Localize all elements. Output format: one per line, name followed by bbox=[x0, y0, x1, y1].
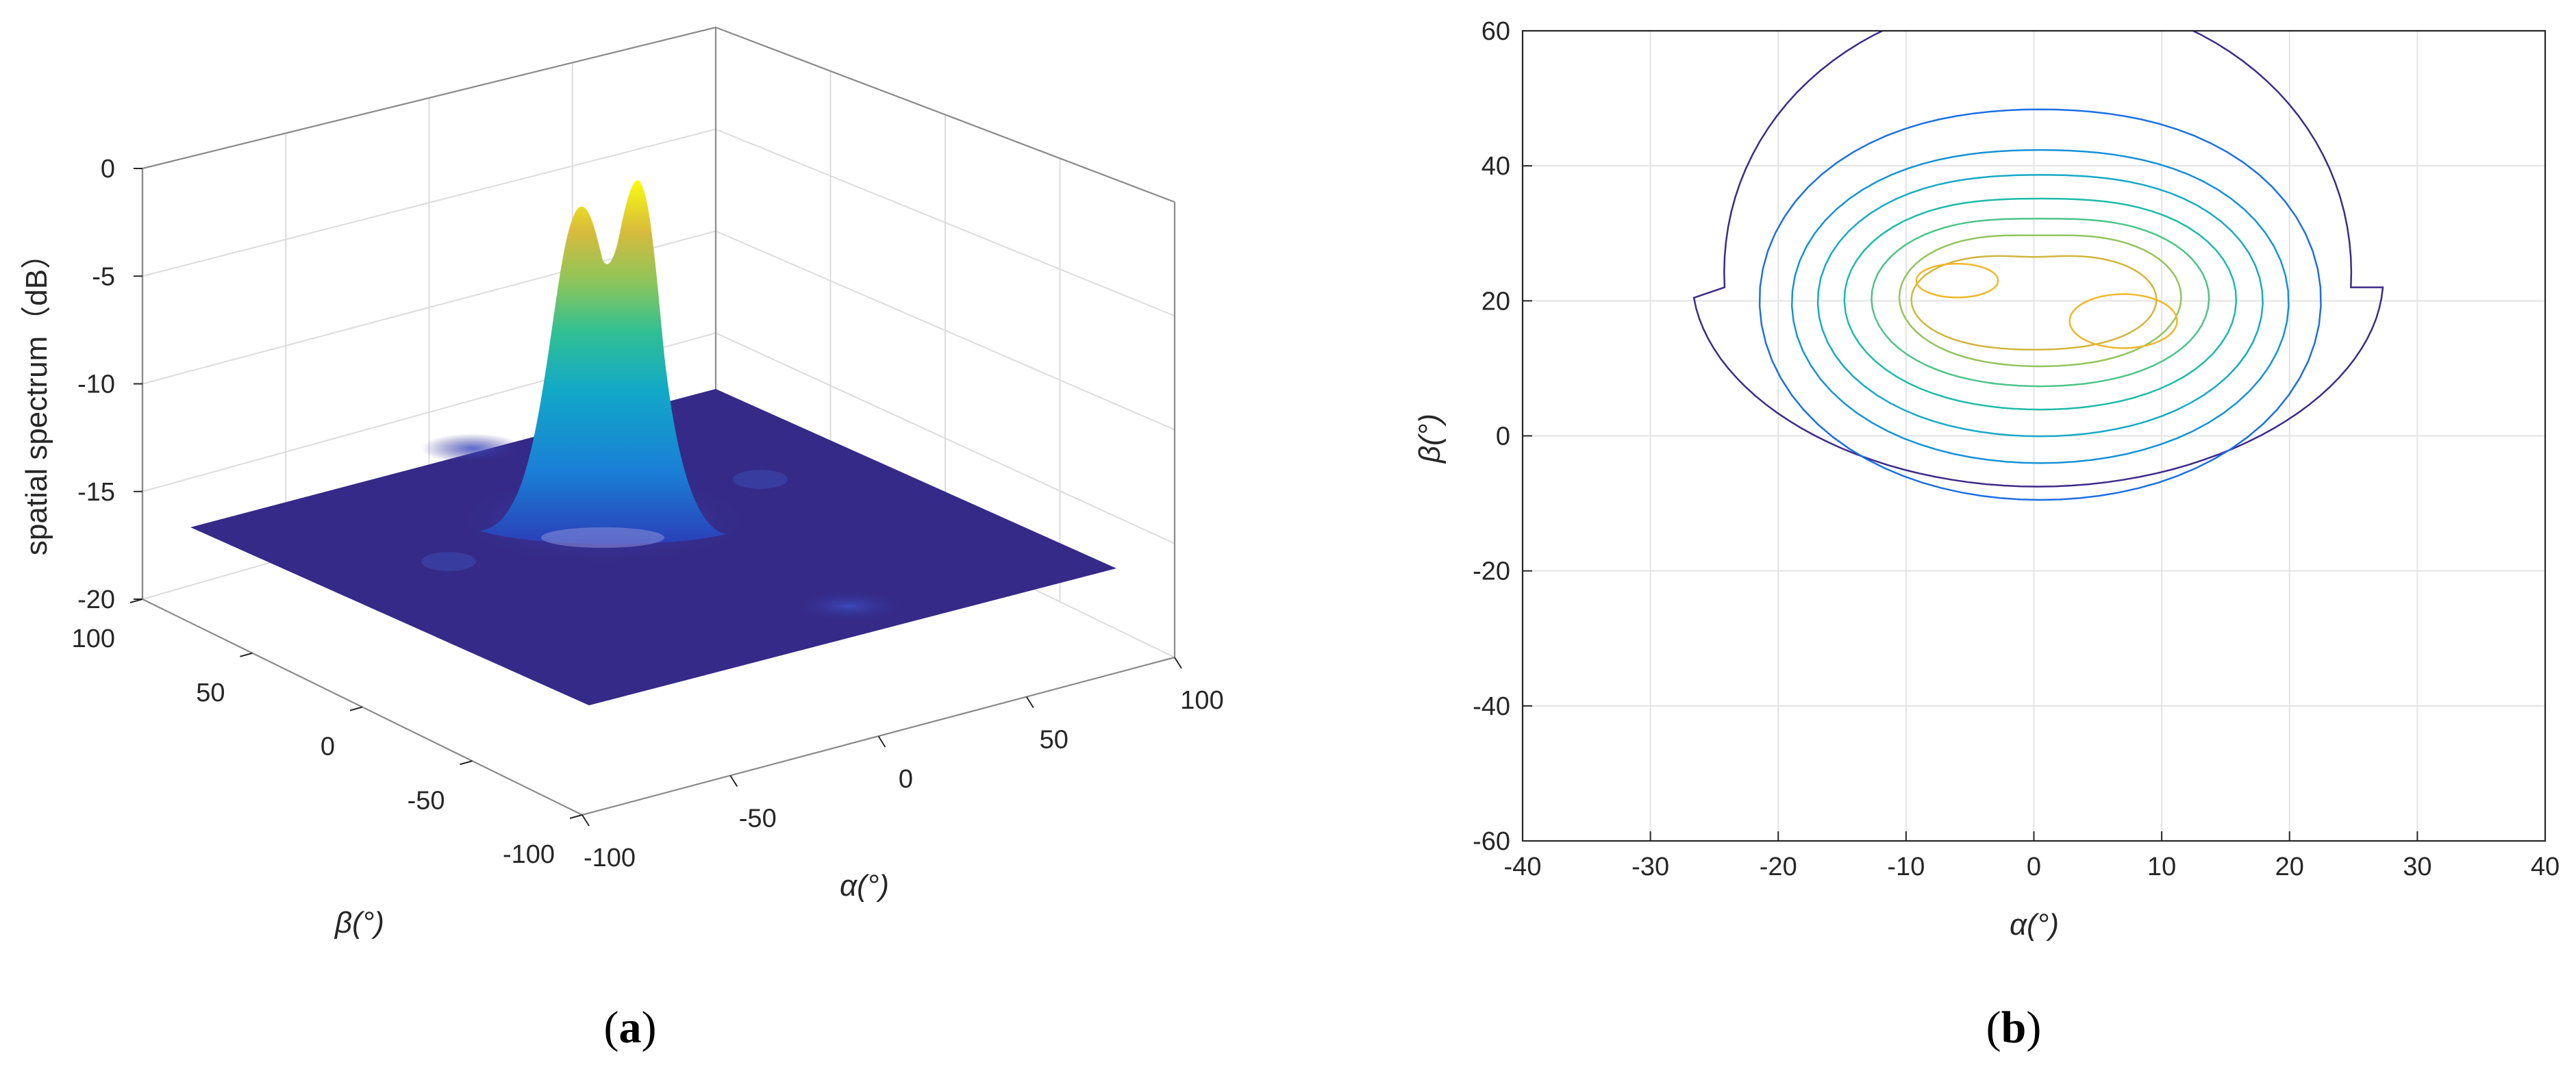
beta-tick-mark bbox=[569, 814, 583, 819]
contour-level-group bbox=[1692, 31, 2384, 501]
alpha-tick-mark bbox=[729, 774, 738, 788]
contour-level-2 bbox=[1758, 108, 2322, 501]
contour-level-6 bbox=[1871, 218, 2210, 388]
beta-axis-ticks: 100 50 0 -50 -100 bbox=[72, 598, 583, 869]
contour-peak-1 bbox=[1915, 262, 1999, 299]
y-tick-label: -60 bbox=[1473, 827, 1510, 856]
alpha-tick-label: 0 bbox=[899, 765, 913, 794]
panel-label-b: (b) bbox=[1986, 1003, 2042, 1053]
x-tick-label: 20 bbox=[2275, 853, 2304, 881]
alpha-tick-label: -100 bbox=[584, 844, 636, 872]
z-axis-ticks: 0 -5 -10 -15 -20 bbox=[77, 155, 142, 614]
surface-ridge-right bbox=[791, 590, 908, 622]
z-tick-label: -5 bbox=[92, 262, 115, 291]
beta-tick-label: 100 bbox=[72, 625, 115, 653]
alpha-tick-mark bbox=[1025, 696, 1034, 709]
z-axis-label: spatial spectrum（dB） bbox=[20, 239, 53, 555]
z-tick-label: -15 bbox=[77, 478, 115, 507]
beta-tick-mark bbox=[129, 598, 143, 603]
contour-level-1 bbox=[1692, 31, 2384, 488]
y-tick-label: 60 bbox=[1481, 17, 1510, 46]
alpha-tick-label: -50 bbox=[739, 805, 777, 833]
contour-y-label: β(°) bbox=[1413, 414, 1447, 464]
contour-level-3 bbox=[1790, 149, 2290, 464]
beta-tick-label: -100 bbox=[503, 840, 555, 869]
y-tick-label: -40 bbox=[1473, 692, 1510, 721]
alpha-axis-ticks: -100 -50 0 50 100 bbox=[582, 657, 1224, 872]
x-tick-label: -30 bbox=[1631, 853, 1669, 881]
beta-axis-label: β(°) bbox=[334, 906, 384, 940]
alpha-tick-label: 100 bbox=[1180, 686, 1223, 715]
beta-tick-mark bbox=[349, 706, 363, 711]
x-tick-label: 10 bbox=[2147, 853, 2176, 881]
x-tick-label: 40 bbox=[2531, 853, 2560, 881]
surface-peak-base-mesh bbox=[541, 527, 664, 548]
y-tick-label: 0 bbox=[1496, 423, 1510, 451]
contour-level-5 bbox=[1843, 197, 2238, 411]
x-tick-label: 30 bbox=[2403, 853, 2431, 881]
y-tick-label: 40 bbox=[1481, 152, 1510, 181]
contour-peak-2 bbox=[2068, 293, 2178, 349]
beta-tick-label: 0 bbox=[321, 733, 335, 761]
x-tick-label: -40 bbox=[1504, 853, 1542, 881]
alpha-tick-label: 50 bbox=[1040, 726, 1068, 755]
contour-x-ticks: -40 -30 -20 -10 0 10 20 30 40 bbox=[1504, 831, 2560, 881]
x-tick-label: -10 bbox=[1887, 853, 1925, 881]
beta-tick-label: -50 bbox=[408, 786, 445, 815]
x-tick-label: 0 bbox=[2027, 853, 2041, 881]
contour-y-ticks: 60 40 20 0 -20 -40 -60 bbox=[1473, 17, 1532, 856]
x-tick-label: -20 bbox=[1760, 853, 1797, 881]
surface-twin-peak bbox=[479, 180, 726, 544]
contour-level-4 bbox=[1816, 174, 2264, 438]
surface-dip-right bbox=[733, 470, 788, 489]
z-tick-label: 0 bbox=[101, 155, 115, 184]
contour-level-8 bbox=[1910, 255, 2158, 351]
y-tick-label: -20 bbox=[1473, 557, 1510, 586]
alpha-tick-mark bbox=[582, 814, 590, 827]
beta-tick-mark bbox=[240, 652, 253, 657]
contour-lines bbox=[1692, 31, 2384, 501]
z-tick-label: -20 bbox=[77, 585, 115, 614]
beta-tick-label: 50 bbox=[196, 679, 225, 707]
beta-tick-mark bbox=[460, 760, 473, 766]
contour-level-7 bbox=[1898, 234, 2182, 368]
z-tick-label: -10 bbox=[77, 370, 115, 399]
y-tick-label: 20 bbox=[1481, 287, 1510, 316]
alpha-tick-mark bbox=[877, 735, 886, 748]
surface-dip-left bbox=[421, 552, 476, 571]
alpha-axis-label: α(°) bbox=[840, 869, 889, 903]
contour-x-label: α(°) bbox=[2010, 908, 2059, 942]
alpha-tick-mark bbox=[1174, 657, 1182, 669]
panel-label-a: (a) bbox=[604, 1003, 657, 1053]
surface-ridge-left bbox=[421, 433, 524, 464]
